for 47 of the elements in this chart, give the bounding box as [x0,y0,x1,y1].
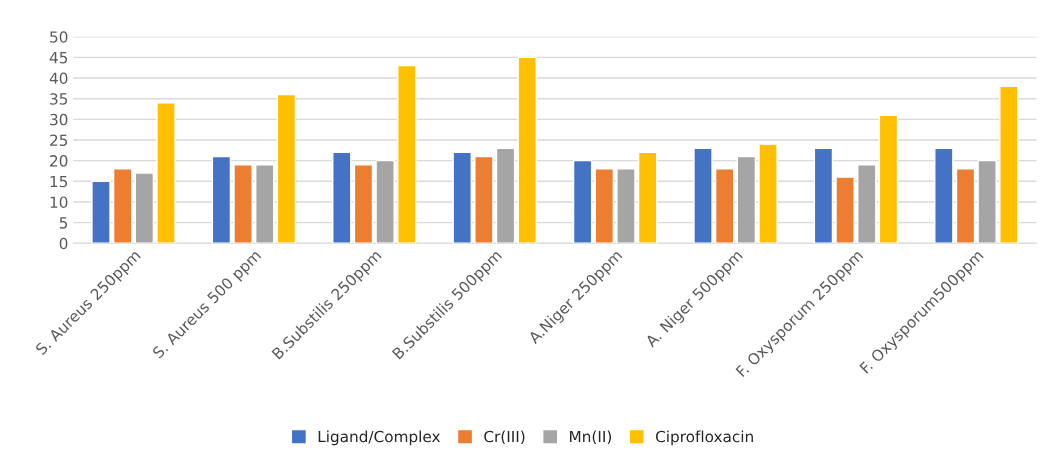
y-tick-label: 10 [50,196,68,208]
bar [736,155,757,244]
y-tick-label: 35 [50,93,68,105]
y-tick-label: 45 [49,52,68,64]
bar [572,159,593,244]
bar [517,56,537,244]
bar [332,151,352,244]
bar [276,93,297,244]
bar [495,147,516,244]
bar [616,168,636,244]
bar [857,164,877,244]
y-tick-label: 0 [59,237,68,250]
bar [594,168,615,244]
bar [693,147,713,244]
bar [758,143,778,244]
bar [233,164,253,244]
bar [353,164,374,244]
y-tick-label: 50 [50,31,68,43]
bar [156,102,176,244]
bar [637,151,658,244]
bar [835,176,855,244]
y-tick-label: 30 [50,113,68,126]
legend-label: Ligand/Complex [318,430,441,446]
legend-label: Ciprofloxacin [655,430,753,446]
bar [91,180,111,244]
bar [375,159,395,244]
bar [112,168,133,244]
bar [255,164,275,244]
bar [813,147,834,244]
bar [134,172,155,244]
y-tick-label: 20 [50,155,68,167]
bar [977,159,997,244]
bar [452,151,472,244]
bar [474,155,494,244]
bar [714,168,735,244]
bar [878,114,899,244]
y-tick-label: 40 [49,72,68,85]
bar [999,85,1019,244]
legend-label: Mn(II) [570,430,612,445]
y-tick-label: 15 [50,175,68,188]
legend-label: Cr(III) [484,430,525,445]
bar [211,155,232,244]
bar [955,168,976,244]
bar [934,147,954,244]
y-tick-label: 5 [59,217,68,229]
bar [397,64,417,244]
y-tick-label: 25 [50,134,68,147]
